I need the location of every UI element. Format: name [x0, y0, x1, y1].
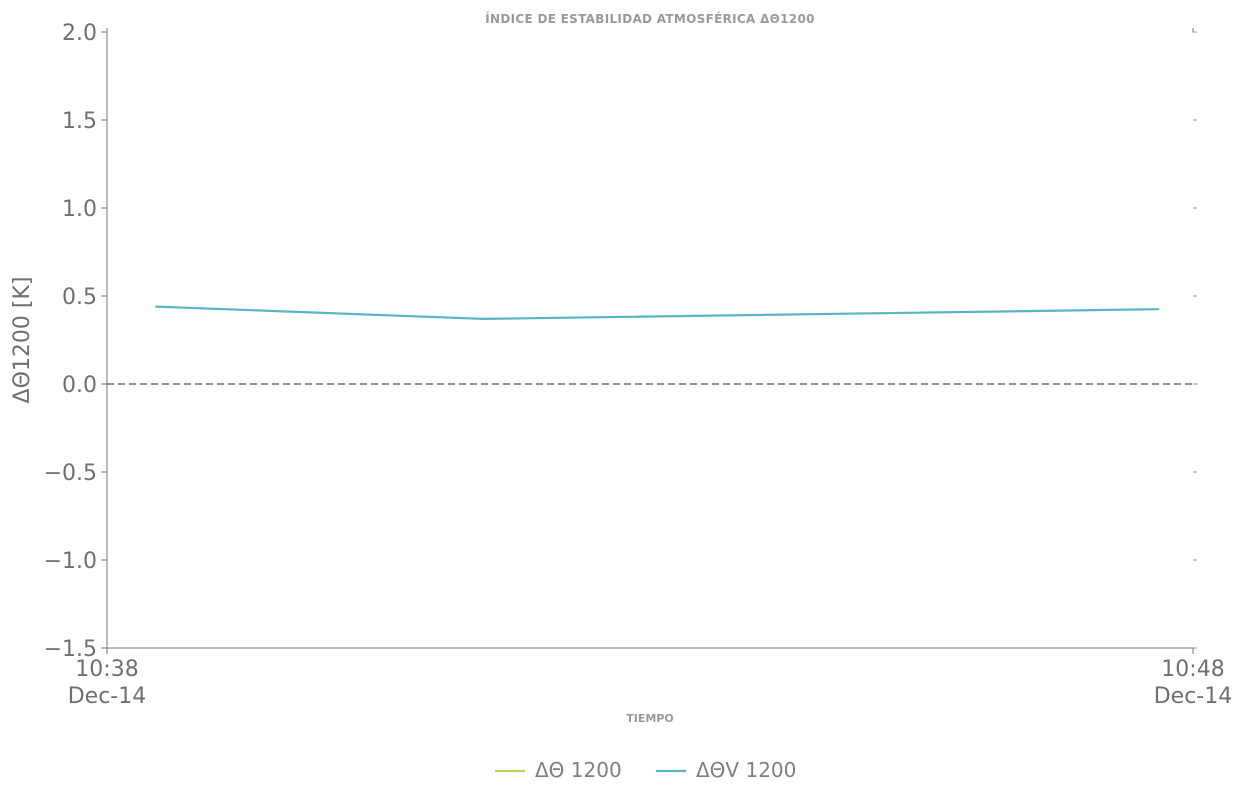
legend-label: ΔΘV 1200: [696, 758, 796, 782]
series-line-1: [155, 305, 1159, 320]
axes: [106, 28, 1197, 649]
series-point: [155, 305, 157, 308]
series-group: [155, 305, 1160, 320]
x-tick-label-time: 10:38: [75, 657, 138, 682]
y-tick-label: −1.5: [44, 637, 97, 662]
series-point: [1157, 308, 1160, 311]
legend-label: ΔΘ 1200: [535, 758, 622, 782]
x-axis-label: TIEMPO: [626, 712, 673, 725]
y-tick-label: −0.5: [44, 461, 97, 486]
top-right-corner-mark: [1192, 28, 1197, 33]
chart-title: ÍNDICE DE ESTABILIDAD ATMOSFÉRICA ΔΘ1200: [485, 11, 815, 26]
y-axis-label: ΔΘ1200 [K]: [10, 277, 35, 404]
x-tick-label-date: Dec-14: [1154, 684, 1233, 709]
y-ticks: 2.0 1.5 1.0 0.5 0.0 −0.5 −1.0 −1.5: [44, 21, 1197, 662]
y-tick-label: 2.0: [62, 21, 97, 46]
y-tick-label: 1.0: [62, 197, 97, 222]
legend: ΔΘ 1200 ΔΘV 1200: [495, 758, 796, 782]
y-tick-label: −1.0: [44, 549, 97, 574]
y-tick-label: 1.5: [62, 109, 97, 134]
y-tick-label: 0.5: [62, 285, 97, 310]
series-point: [482, 318, 485, 320]
x-tick-label-date: Dec-14: [68, 684, 147, 709]
x-tick-label-time: 10:48: [1161, 657, 1224, 682]
y-tick-label: 0.0: [62, 373, 97, 398]
